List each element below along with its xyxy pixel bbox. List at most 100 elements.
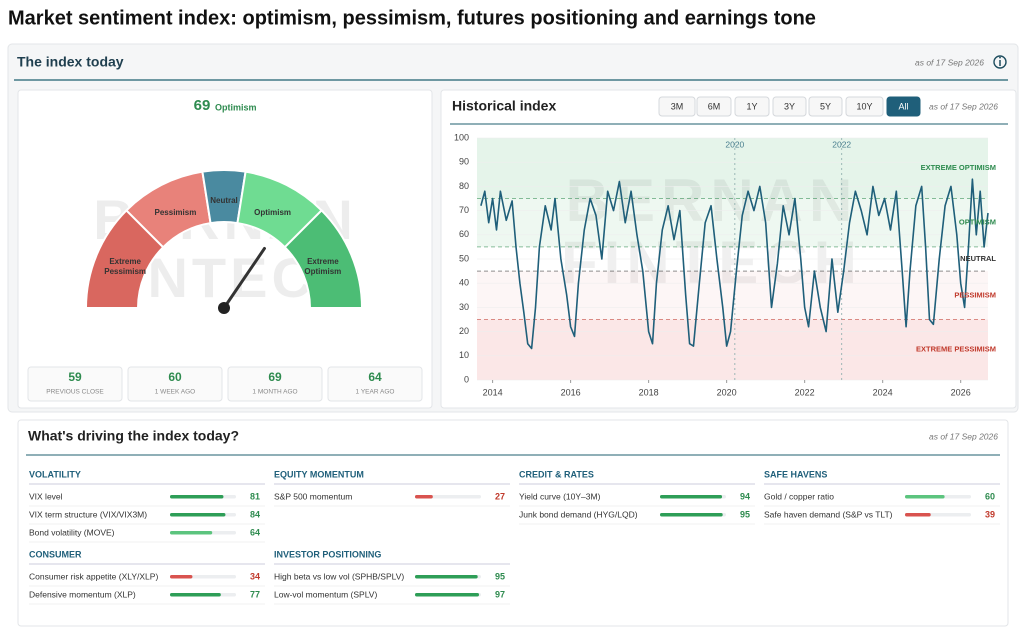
segment-label: Extreme Optimism <box>304 257 341 276</box>
range-button[interactable] <box>886 96 921 117</box>
range-button[interactable] <box>845 96 884 117</box>
range-label: 3M <box>671 101 684 111</box>
stat-value: 69 <box>268 370 282 384</box>
y-tick-label: 10 <box>459 350 469 360</box>
x-tick-label: 2018 <box>639 387 659 397</box>
range-label: 10Y <box>856 101 872 111</box>
range-button[interactable] <box>772 96 807 117</box>
driver-value: 39 <box>985 509 995 519</box>
driver-value: 34 <box>250 571 260 581</box>
stat-label: 1 YEAR AGO <box>356 389 395 396</box>
range-button[interactable] <box>808 96 843 117</box>
driver-bar <box>905 513 931 517</box>
driver-value: 95 <box>495 571 505 581</box>
stat-label: PREVIOUS CLOSE <box>46 389 104 396</box>
driver-value: 60 <box>985 491 995 501</box>
needle-hub <box>218 302 230 314</box>
x-tick-label: 2016 <box>561 387 581 397</box>
driver-bar <box>905 495 945 499</box>
driver-name: VIX term structure (VIX/VIX3M) <box>29 509 147 519</box>
driver-name: S&P 500 momentum <box>274 491 352 501</box>
band <box>477 138 988 199</box>
driver-value: 81 <box>250 491 260 501</box>
y-tick-label: 80 <box>459 181 469 191</box>
driver-value: 64 <box>250 527 260 537</box>
x-tick-label: 2024 <box>873 387 893 397</box>
segment-label: Optimism <box>254 208 291 217</box>
group-title: VOLATILITY <box>29 469 81 479</box>
x-tick-label: 2014 <box>483 387 503 397</box>
range-button[interactable] <box>696 96 732 117</box>
panel-title: The index today <box>17 54 124 70</box>
y-tick-label: 60 <box>459 229 469 239</box>
y-tick-label: 0 <box>464 374 469 384</box>
driver-bar <box>170 531 213 535</box>
range-label: All <box>898 101 908 111</box>
group-title: INVESTOR POSITIONING <box>274 549 381 559</box>
range-button[interactable] <box>734 96 770 117</box>
driver-bar <box>415 593 480 597</box>
range-button[interactable] <box>658 96 696 117</box>
index-line <box>480 178 989 350</box>
driver-value: 84 <box>250 509 260 519</box>
y-tick-label: 40 <box>459 278 469 288</box>
segment-label: Extreme Pessimism <box>104 257 146 276</box>
driver-value: 27 <box>495 491 505 501</box>
y-tick-label: 50 <box>459 253 469 263</box>
driver-bar <box>660 495 723 499</box>
stat-box <box>27 366 123 402</box>
group-title: CONSUMER <box>29 549 82 559</box>
y-tick-label: 70 <box>459 205 469 215</box>
range-label: 6M <box>708 101 721 111</box>
band-label: OPTIMISM <box>959 218 996 227</box>
driver-bar <box>170 495 224 499</box>
driver-value: 95 <box>740 509 750 519</box>
segment-label: Pessimism <box>155 208 197 217</box>
as-of: as of 17 Sep 2026 <box>929 431 998 441</box>
driver-bar <box>170 593 221 597</box>
drivers-card <box>17 419 1009 627</box>
driver-name: Consumer risk appetite (XLY/XLP) <box>29 571 158 581</box>
band <box>477 319 988 380</box>
x-tick-label: 2026 <box>951 387 971 397</box>
band-label: PESSIMISM <box>954 290 996 299</box>
driver-value: 94 <box>740 491 750 501</box>
stat-label: 1 WEEK AGO <box>155 389 195 396</box>
as-of: as of 17 Sep 2026 <box>915 57 984 67</box>
as-of: as of 17 Sep 2026 <box>929 101 998 111</box>
driver-bar <box>170 575 193 579</box>
gauge-value: 69 <box>194 97 211 114</box>
driver-name: Gold / copper ratio <box>764 491 834 501</box>
driver-bar <box>415 495 433 499</box>
marker-label: 2020 <box>725 139 744 149</box>
gauge-needle <box>222 246 266 310</box>
driver-value: 97 <box>495 589 505 599</box>
band-label: EXTREME OPTIMISM <box>921 163 996 172</box>
chart-title: Historical index <box>452 98 556 114</box>
stat-box <box>227 366 323 402</box>
driver-name: Yield curve (10Y–3M) <box>519 491 601 501</box>
band-label: NEUTRAL <box>960 254 996 263</box>
gauge-segment <box>283 209 364 309</box>
stat-label: 1 MONTH AGO <box>252 389 297 396</box>
marker-label: 2022 <box>832 139 851 149</box>
stat-value: 60 <box>168 370 182 384</box>
watermark: FINTECH <box>561 229 863 296</box>
driver-name: High beta vs low vol (SPHB/SPLV) <box>274 571 404 581</box>
watermark: BERNAN <box>566 167 859 234</box>
range-label: 5Y <box>820 101 831 111</box>
segment-label: Neutral <box>210 196 238 205</box>
band <box>477 198 988 247</box>
driver-name: VIX level <box>29 491 63 501</box>
page-title: Market sentiment index: optimism, pessim… <box>8 7 816 29</box>
driver-bar <box>660 513 723 517</box>
stat-box <box>127 366 223 402</box>
info-icon[interactable] <box>993 55 1007 69</box>
group-title: EQUITY MOMENTUM <box>274 469 364 479</box>
gauge-card <box>17 89 433 409</box>
driver-name: Low-vol momentum (SPLV) <box>274 589 377 599</box>
y-tick-label: 30 <box>459 302 469 312</box>
stat-value: 59 <box>68 370 82 384</box>
driver-name: Bond volatility (MOVE) <box>29 527 115 537</box>
